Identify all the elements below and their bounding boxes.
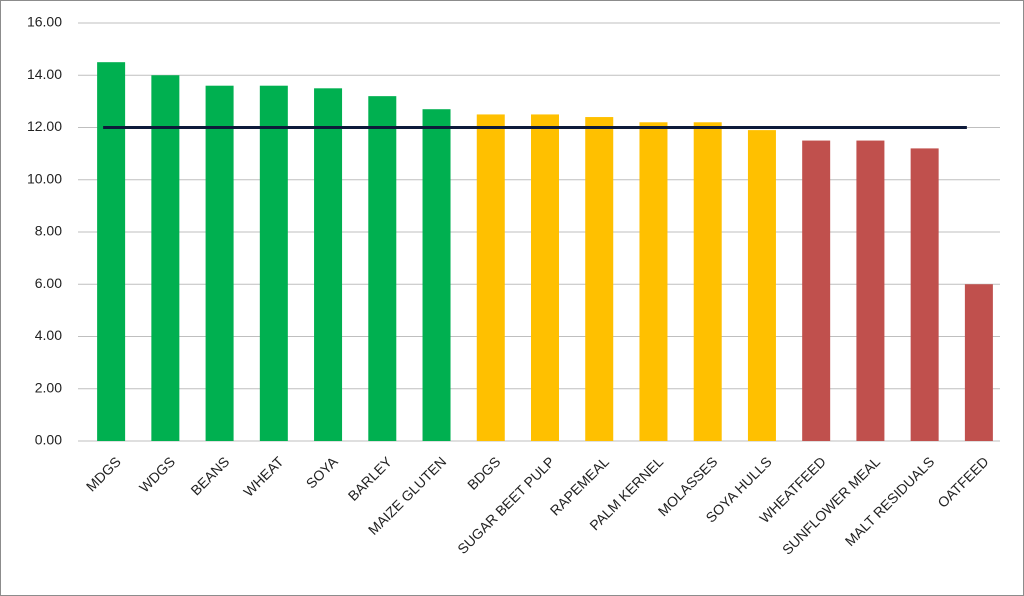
y-tick-label: 6.00	[35, 275, 62, 291]
y-tick-label: 10.00	[27, 170, 62, 186]
bar	[585, 117, 614, 442]
bar	[97, 62, 126, 441]
bar	[910, 148, 939, 441]
bar	[476, 114, 505, 441]
bar	[531, 114, 559, 441]
y-tick-label: 8.00	[35, 223, 62, 239]
y-tick-label: 12.00	[27, 118, 62, 134]
bar	[964, 284, 993, 441]
y-tick-label: 2.00	[35, 379, 62, 395]
bar	[151, 75, 180, 441]
bar	[639, 122, 668, 442]
bar	[368, 96, 397, 442]
y-tick-label: 4.00	[35, 327, 62, 343]
bar	[802, 140, 831, 441]
y-tick-label: 14.00	[27, 66, 62, 82]
y-tick-label: 16.00	[27, 14, 62, 30]
bar	[747, 130, 776, 442]
bar	[693, 122, 722, 442]
bar	[205, 85, 234, 441]
bar	[259, 85, 288, 441]
bar	[422, 109, 451, 442]
bar	[856, 140, 885, 441]
bar	[314, 88, 343, 441]
y-tick-label: 0.00	[35, 432, 62, 448]
